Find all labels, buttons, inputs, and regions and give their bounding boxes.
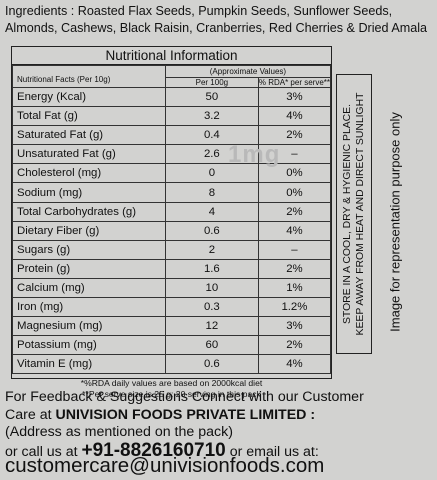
cell-name: Dietary Fiber (g) [12,220,166,241]
cell-rda: 3% [257,86,332,108]
cell-name: Protein (g) [12,258,166,279]
header-per-100g: Per 100g [164,77,259,88]
cell-rda: 2% [257,201,332,222]
cell-rda: 2% [257,258,332,279]
cell-name: Calcium (mg) [12,277,166,299]
cell-per100: 0.6 [164,354,259,375]
ingredients-line-1: Ingredients : Roasted Flax Seeds, Pumpki… [5,4,393,18]
call-prefix: or call us at [5,443,78,460]
cell-rda: 0% [257,182,332,203]
company-name: UNIVISION FOODS PRIVATE LIMITED : [55,406,316,423]
table-row: Potassium (mg) 60 2% [12,335,332,356]
storage-line-2: KEEP AWAY FROM HEAT AND DIRECT SUNLIGHT [355,92,366,336]
storage-instructions: STORE IN A COOL, DRY & HYGIENIC PLACE. K… [341,79,367,349]
storage-line-1: STORE IN A COOL, DRY & HYGIENIC PLACE. [342,104,353,325]
cell-rda: 4% [257,220,332,241]
table-row: Total Carbohydrates (g) 4 2% [12,201,332,222]
table-row: Magnesium (mg) 12 3% [12,316,332,337]
cell-rda: 4% [257,106,332,127]
cell-per100: 60 [164,335,259,356]
table-row: Calcium (mg) 10 1% [12,277,332,299]
cell-name: Cholesterol (mg) [12,163,166,184]
cell-name: Total Fat (g) [12,106,166,127]
footnote-rda: *%RDA daily values are based on 2000kcal… [80,378,263,389]
cell-name: Energy (Kcal) [12,86,166,108]
feedback-line-4: or call us at +91-8826160710 or email us… [5,439,435,462]
cell-rda: 4% [257,354,332,375]
feedback-section: For Feedback & Suggestions Connect with … [5,389,435,461]
cell-per100: 0.3 [164,297,259,318]
table-row: Iron (mg) 0.3 1.2% [12,297,332,318]
cell-per100: 10 [164,277,259,299]
table-row: Vitamin E (mg) 0.6 4% [12,354,332,375]
cell-per100: 1.6 [164,258,259,279]
cell-rda: 1% [257,277,332,299]
table-row: Sodium (mg) 8 0% [12,182,332,203]
cell-rda: 2% [257,125,332,146]
footnotes: *%RDA daily values are based on 2000kcal… [12,374,331,400]
header-nutritional-facts: Nutritional Facts (Per 10g) [12,65,166,88]
table-header-row-1: Nutritional Facts (Per 10g) (Approximate… [12,65,332,88]
table-row: Total Fat (g) 3.2 4% [12,106,332,127]
cell-name: Magnesium (mg) [12,316,166,337]
table-row: Sugars (g) 2– [12,239,332,260]
cell-name: Sugars (g) [12,239,166,260]
cell-per100: 2 [164,239,259,260]
cell-name: Unsaturated Fat (g) [12,144,166,165]
nutrition-panel: Nutritional Information Nutritional Fact… [11,46,332,399]
cell-rda: 1.2% [257,297,332,318]
ingredients-text: Ingredients : Roasted Flax Seeds, Pumpki… [5,3,433,37]
cell-name: Saturated Fat (g) [12,125,166,146]
cell-rda: 2% [257,335,332,356]
cell-name: Total Carbohydrates (g) [12,201,166,222]
cell-per100: 4 [164,201,259,222]
table-row: Dietary Fiber (g) 0.6 4% [12,220,332,241]
disclaimer-text: Image for representation purpose only [387,112,403,332]
email-prefix: or email us at: [229,443,319,460]
nutrition-title: Nutritional Information [12,47,331,65]
feedback-line-1: For Feedback & Suggestions Connect with … [5,389,364,405]
cell-name: Sodium (mg) [12,182,166,203]
cell-per100: 12 [164,316,259,337]
cell-name: Potassium (mg) [12,335,166,356]
cell-per100: 8 [164,182,259,203]
feedback-line-2: Care at UNIVISION FOODS PRIVATE LIMITED … [5,407,435,425]
storage-instructions-box: STORE IN A COOL, DRY & HYGIENIC PLACE. K… [336,74,372,354]
nutrition-table: Nutritional Facts (Per 10g) (Approximate… [12,65,332,375]
ingredients-line-2: Almonds, Cashews, Black Raisin, Cranberr… [5,21,428,35]
header-approximate-values: (Approximate Values) [164,65,332,78]
cell-rda: 0% [257,163,332,184]
phone-number-link[interactable]: +91-8826160710 [81,439,226,461]
cell-per100: 3.2 [164,106,259,127]
cell-name: Vitamin E (mg) [12,354,166,375]
cell-per100: 50 [164,86,259,108]
cell-rda: 3% [257,316,332,337]
cell-per100: 0.6 [164,220,259,241]
table-row: Energy (Kcal) 50 3% [12,86,332,108]
cell-rda: – [257,239,332,260]
table-row: Saturated Fat (g) 0.4 2% [12,125,332,146]
care-at-label: Care at [5,406,52,423]
footnote-serve-size: **Per serve size is 25 g: 20 serving in … [82,389,261,400]
table-row: Protein (g) 1.6 2% [12,258,332,279]
header-rda-per-serve: % RDA* per serve** [257,77,332,88]
table-row: Cholesterol (mg) 0 0% [12,163,332,184]
cell-name: Iron (mg) [12,297,166,318]
feedback-line-3: (Address as mentioned on the pack) [5,424,233,440]
email-address-link[interactable]: customercare@univisionfoods.com [5,454,325,477]
watermark-logo: 1mg [228,141,281,168]
table-row: Unsaturated Fat (g) 2.6– [12,144,332,165]
cell-rda: – [257,144,332,165]
